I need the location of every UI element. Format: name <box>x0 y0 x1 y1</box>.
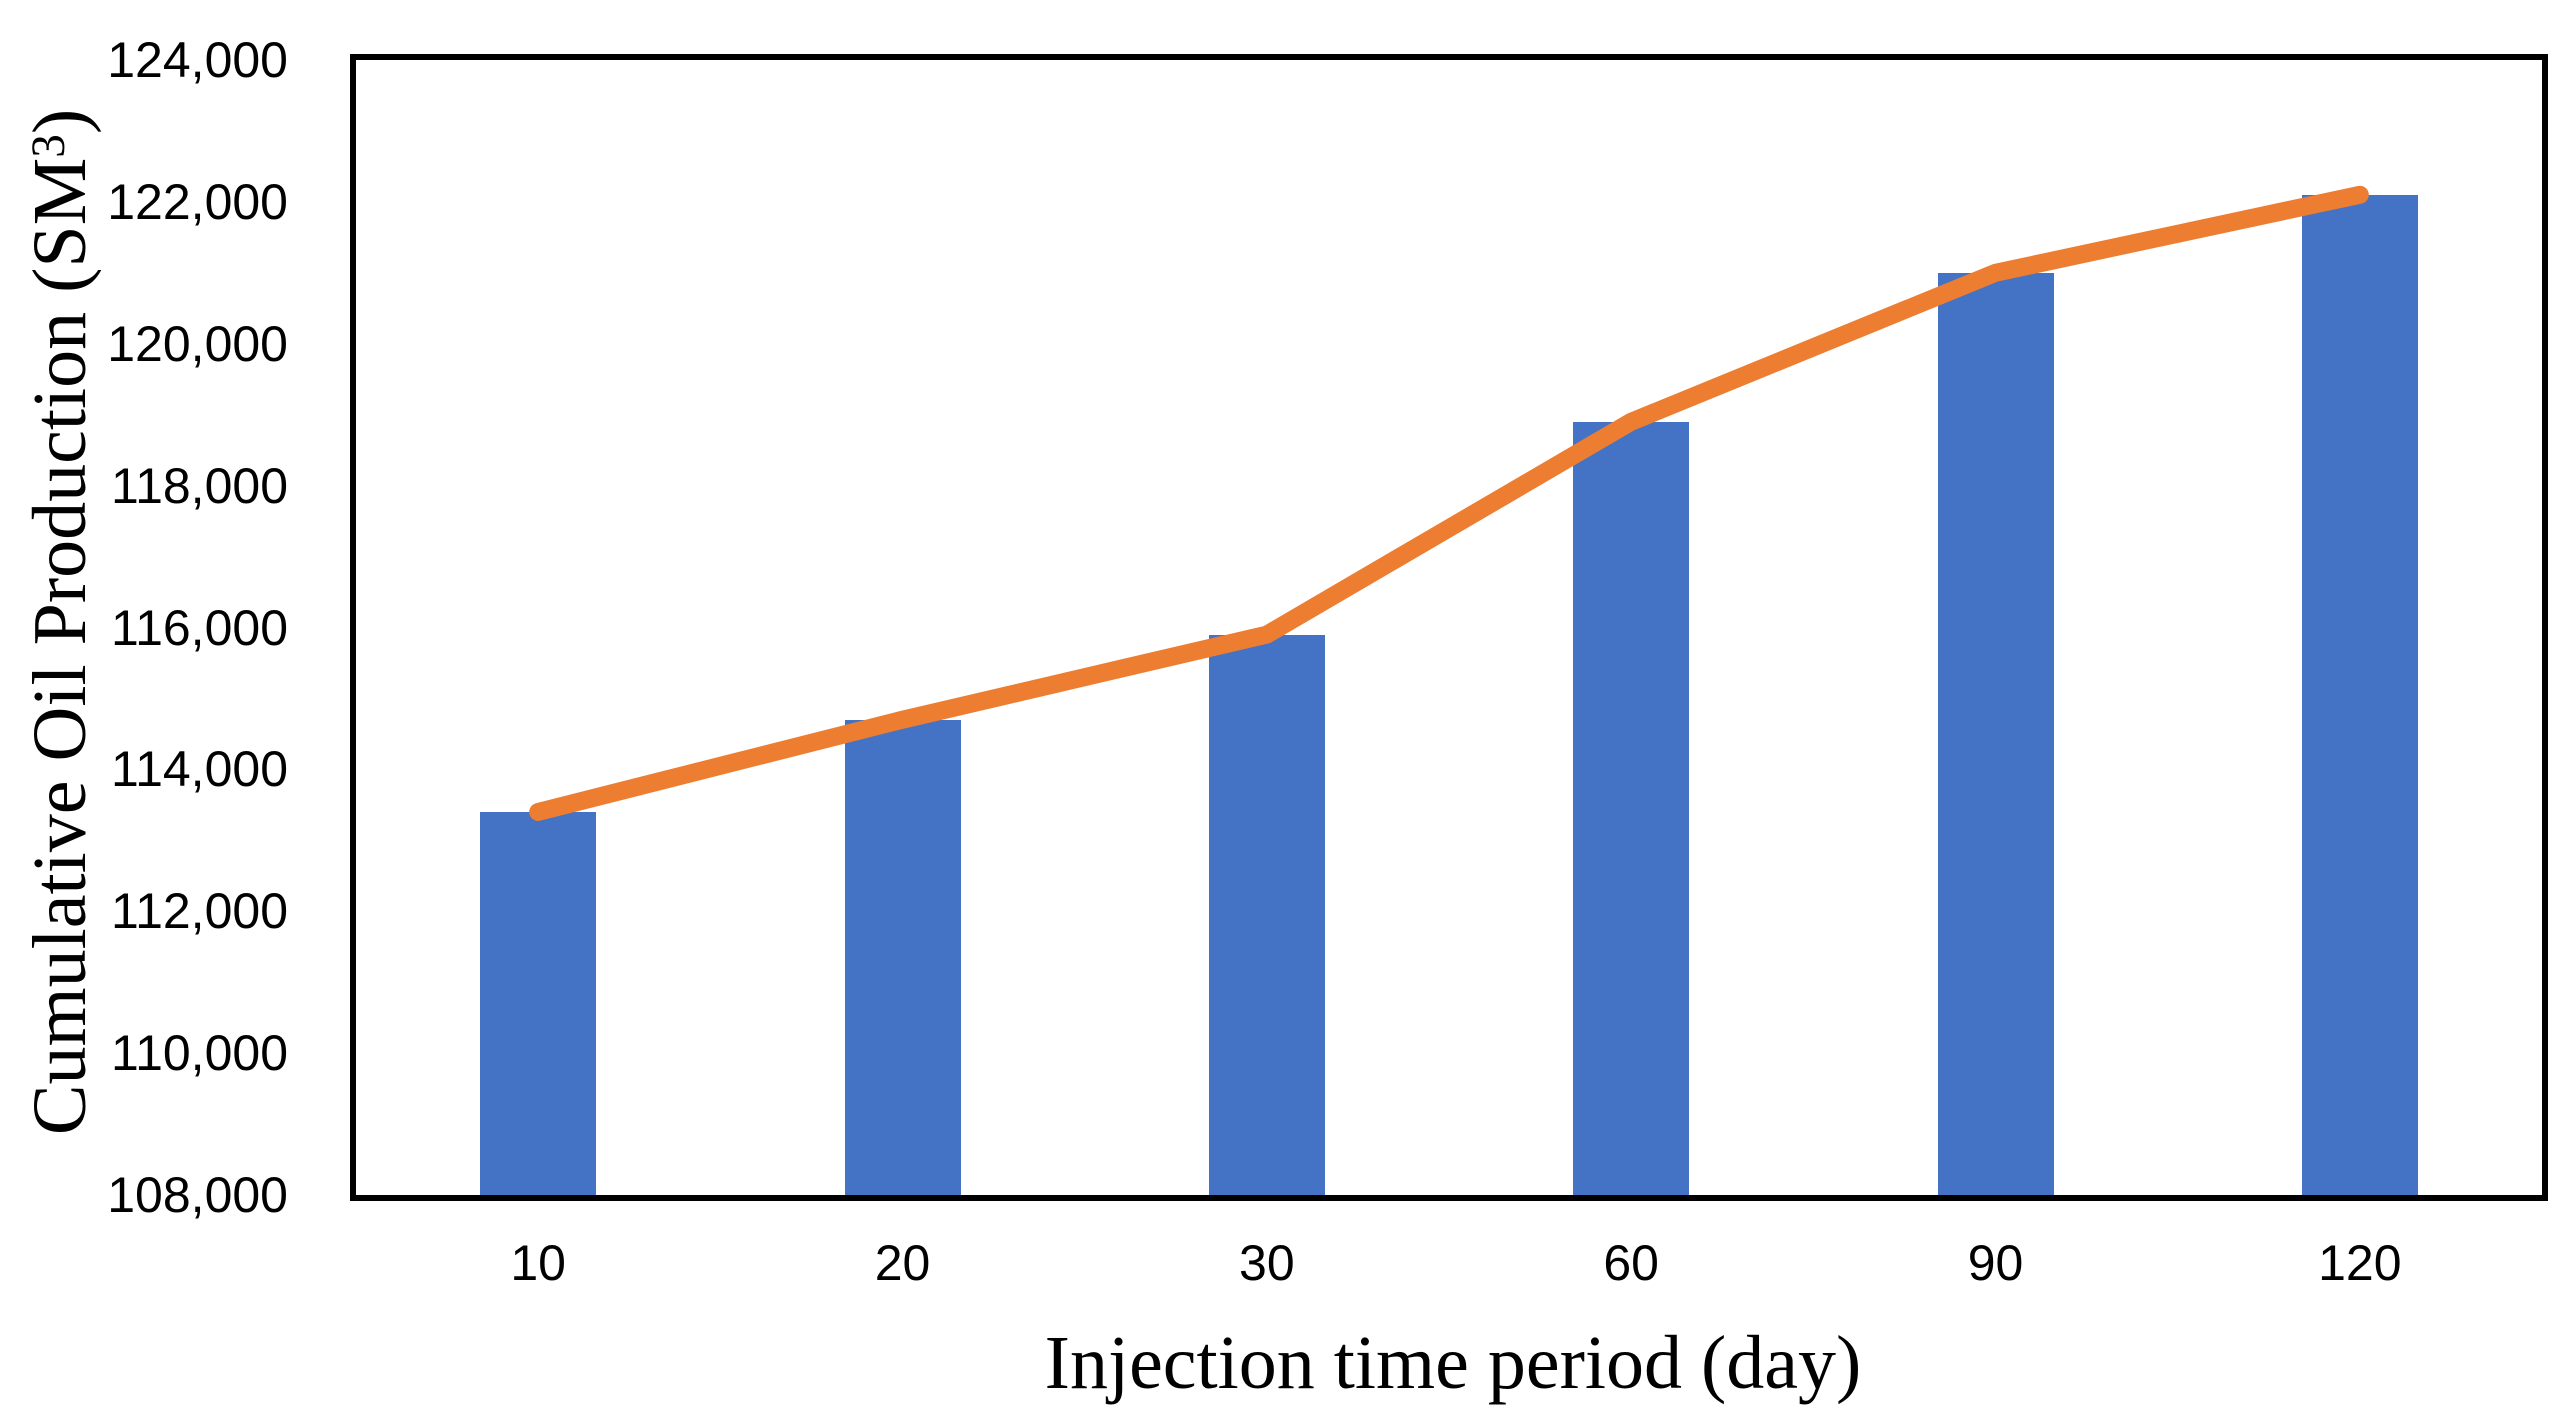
bar <box>1573 421 1690 1195</box>
x-tick-label: 10 <box>510 1235 566 1291</box>
y-axis-title-superscript: 3 <box>22 134 75 158</box>
y-tick-label: 118,000 <box>110 457 288 514</box>
y-tick-label: 122,000 <box>107 173 288 230</box>
bar <box>1937 272 2054 1195</box>
x-tick-label: 90 <box>1967 1235 2024 1291</box>
x-tick-label: 20 <box>874 1235 931 1291</box>
y-tick-label: 116,000 <box>110 599 288 656</box>
plot-area <box>356 60 2542 1195</box>
trend-line <box>529 185 2369 821</box>
x-tick-label: 30 <box>1239 1235 1295 1291</box>
bar <box>844 719 961 1195</box>
y-tick-label: 108,000 <box>107 1167 288 1223</box>
bar <box>480 811 597 1195</box>
trend-line-series <box>529 185 2369 821</box>
bar <box>2301 194 2418 1195</box>
x-axis-title: Injection time period (day) <box>1044 1321 1862 1405</box>
y-tick-label: 120,000 <box>107 315 288 372</box>
x-tick-label: 60 <box>1603 1235 1659 1291</box>
y-tick-label: 112,000 <box>110 883 288 940</box>
y-axis-title-suffix: ) <box>18 108 102 135</box>
bar <box>1208 634 1325 1195</box>
x-tick-label: 120 <box>2318 1235 2402 1291</box>
y-tick-label: 114,000 <box>110 741 288 798</box>
plot-area-border <box>350 54 2548 1201</box>
y-tick-label: 110,000 <box>110 1025 288 1082</box>
y-tick-label: 124,000 <box>107 32 288 88</box>
